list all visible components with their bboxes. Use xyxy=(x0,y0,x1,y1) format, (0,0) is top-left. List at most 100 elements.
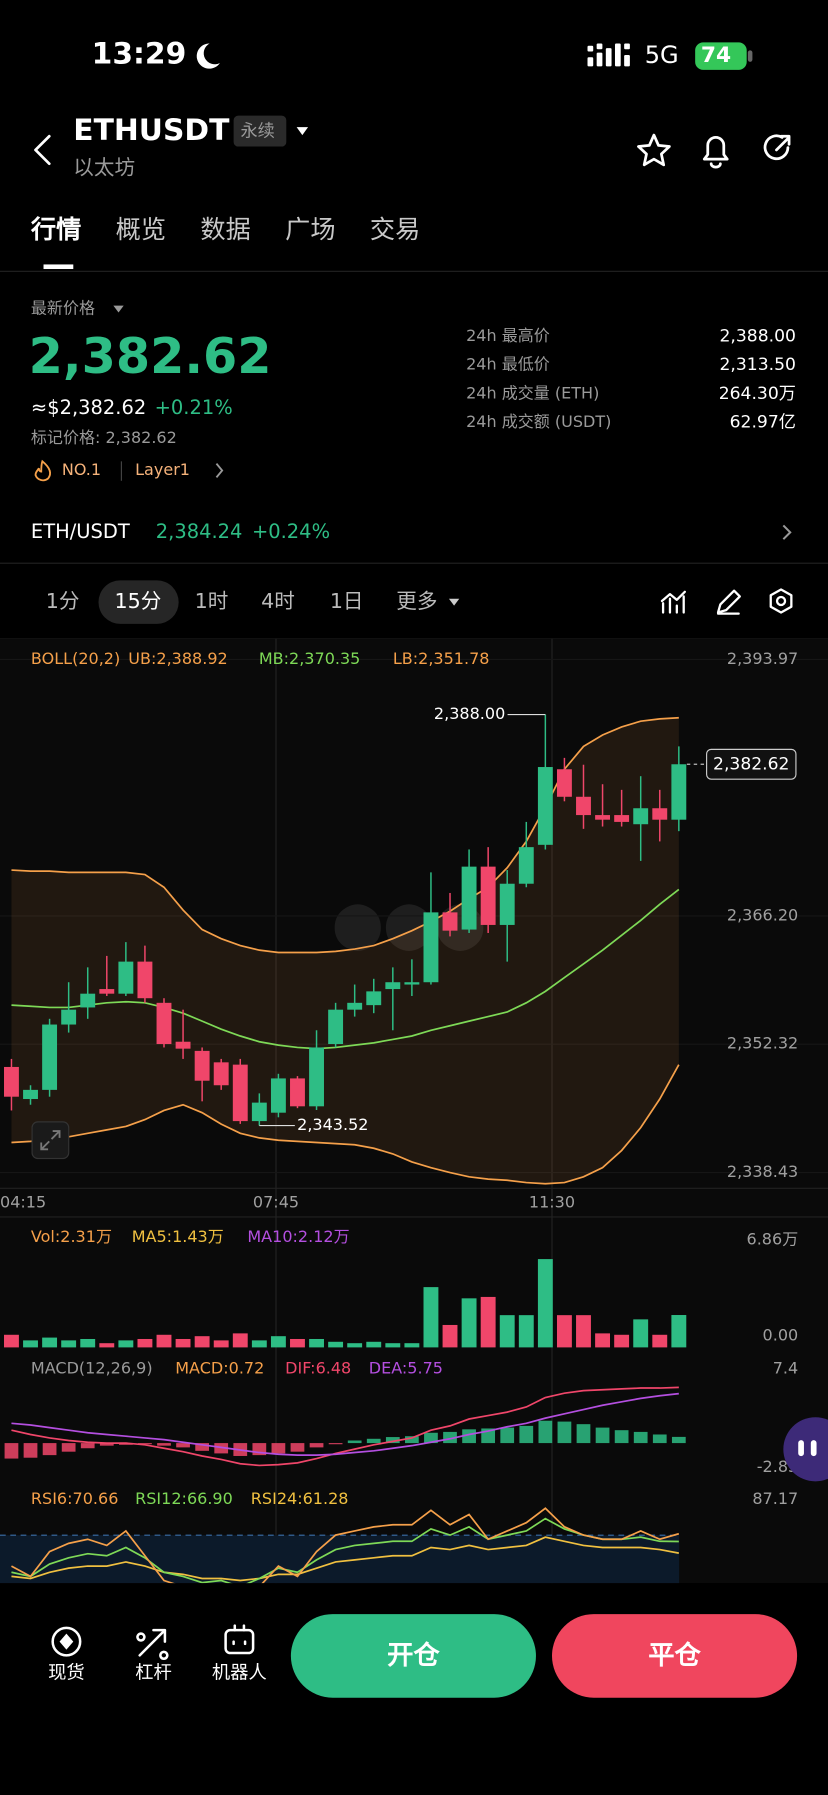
usd-price: ≈$2,382.62 xyxy=(31,396,146,419)
spot-icon xyxy=(51,1626,82,1657)
sector-arrow[interactable] xyxy=(215,463,224,478)
interval[interactable]: 1时 xyxy=(195,589,229,613)
candle-body xyxy=(99,989,115,994)
chart-background xyxy=(0,638,828,1584)
volume-bar xyxy=(42,1337,58,1348)
back-button[interactable] xyxy=(34,134,51,166)
rsi24-label: RSI24:61.28 xyxy=(251,1489,349,1508)
spot-arrow[interactable] xyxy=(782,524,792,540)
draw-button[interactable] xyxy=(716,589,741,615)
rsi12-label: RSI12:66.90 xyxy=(135,1489,233,1508)
candle-body xyxy=(80,993,96,1008)
candle-body xyxy=(366,991,382,1006)
macd-bar xyxy=(595,1427,610,1444)
interval-active-bg xyxy=(98,580,179,624)
price-change: +0.21% xyxy=(155,396,233,419)
vol-label: Vol:2.31万 xyxy=(31,1227,112,1246)
nav-label[interactable]: 机器人 xyxy=(212,1663,267,1684)
volume-bar xyxy=(671,1315,687,1348)
network: 5G xyxy=(645,41,679,69)
settings-dot xyxy=(775,595,787,607)
candle-body xyxy=(671,764,687,820)
high-label: 2,388.00 xyxy=(434,704,505,723)
tab[interactable]: 广场 xyxy=(285,215,335,244)
open-button[interactable] xyxy=(290,1614,536,1698)
macd-bar xyxy=(61,1443,76,1452)
macd-bar xyxy=(309,1443,324,1448)
bot-icon xyxy=(224,1628,255,1655)
more-dropdown[interactable] xyxy=(448,598,460,606)
volume-bar xyxy=(270,1336,286,1348)
volume-bar xyxy=(404,1343,420,1348)
tab[interactable]: 概览 xyxy=(116,215,166,244)
volume-bar xyxy=(366,1341,382,1348)
interval[interactable]: 4时 xyxy=(261,589,295,613)
candle-body xyxy=(156,1002,172,1045)
tab[interactable]: 数据 xyxy=(200,215,250,244)
battery-icon xyxy=(695,42,747,70)
close-label[interactable]: 平仓 xyxy=(648,1640,701,1671)
volume-bar xyxy=(328,1341,344,1348)
candle-body xyxy=(251,1102,267,1122)
stat-value: 264.30万 xyxy=(719,384,796,404)
last-price-tag: 2,382.62 xyxy=(713,754,789,774)
interval[interactable]: 更多 xyxy=(396,589,437,613)
tab-indicator xyxy=(43,264,74,270)
volume-bar xyxy=(80,1338,96,1348)
share-button[interactable] xyxy=(763,134,791,161)
assistant-button[interactable] xyxy=(783,1417,828,1482)
y-axes: 2,393.97 2,366.20 2,352.32 2,338.43 0.00 6.86… xyxy=(727,649,798,1508)
tag-box xyxy=(233,115,287,147)
interval[interactable]: 1日 xyxy=(330,589,364,613)
volume-bar xyxy=(595,1333,611,1348)
boll-lower xyxy=(11,1064,680,1185)
candle-body xyxy=(461,866,477,930)
interval[interactable]: 1分 xyxy=(46,589,80,613)
rank-icon xyxy=(34,459,52,482)
macd-bar xyxy=(424,1432,438,1444)
volume-bar xyxy=(480,1296,496,1348)
stat-label: 24h 成交量 (ETH) xyxy=(466,383,599,402)
y-tick-label: 2,393.97 xyxy=(727,649,798,668)
interval[interactable]: 15分 xyxy=(115,589,162,613)
nav-label[interactable]: 杠杆 xyxy=(135,1663,172,1684)
candle-body xyxy=(576,796,591,816)
last-price-box xyxy=(706,748,797,780)
candle-body xyxy=(4,1066,19,1097)
stat-label: 24h 最低价 xyxy=(466,355,550,374)
favorite-button[interactable] xyxy=(637,133,671,167)
price-chart xyxy=(0,658,828,1185)
candle-body xyxy=(518,847,534,884)
volume-bar xyxy=(347,1343,363,1348)
expand-button[interactable] xyxy=(31,1121,70,1160)
spot-change: +0.24% xyxy=(252,520,330,543)
tab[interactable]: 行情 xyxy=(30,215,81,244)
candle-body xyxy=(595,815,611,820)
volume-bar xyxy=(213,1340,229,1348)
tab[interactable]: 交易 xyxy=(370,215,420,244)
time-label: 07:45 xyxy=(253,1193,299,1212)
spot-pair[interactable]: ETH/USDT xyxy=(31,520,130,543)
candle-body xyxy=(633,808,649,825)
volume-bar xyxy=(4,1334,19,1348)
time-label: 11:30 xyxy=(529,1193,575,1212)
alert-button[interactable] xyxy=(702,136,729,169)
close-button[interactable] xyxy=(552,1614,798,1698)
symbol-dropdown[interactable] xyxy=(296,127,309,136)
price-dropdown[interactable] xyxy=(113,305,124,313)
sector-tag[interactable]: Layer1 xyxy=(135,460,190,479)
macd-bar xyxy=(23,1443,38,1458)
boll-ub: UB:2,388.92 xyxy=(128,649,227,668)
settings-button[interactable] xyxy=(769,588,793,614)
volume-bar xyxy=(423,1287,439,1348)
macd-bar xyxy=(405,1436,419,1444)
volume-bar xyxy=(518,1315,534,1348)
indicator-button[interactable] xyxy=(660,590,686,614)
open-label[interactable]: 开仓 xyxy=(387,1640,440,1671)
candle-body xyxy=(556,769,572,797)
nav-label[interactable]: 现货 xyxy=(48,1663,85,1684)
volume-bar xyxy=(137,1338,153,1348)
volume-bar xyxy=(537,1259,553,1348)
rsi-zone xyxy=(0,1535,680,1584)
clock: 13:29 xyxy=(92,36,187,71)
